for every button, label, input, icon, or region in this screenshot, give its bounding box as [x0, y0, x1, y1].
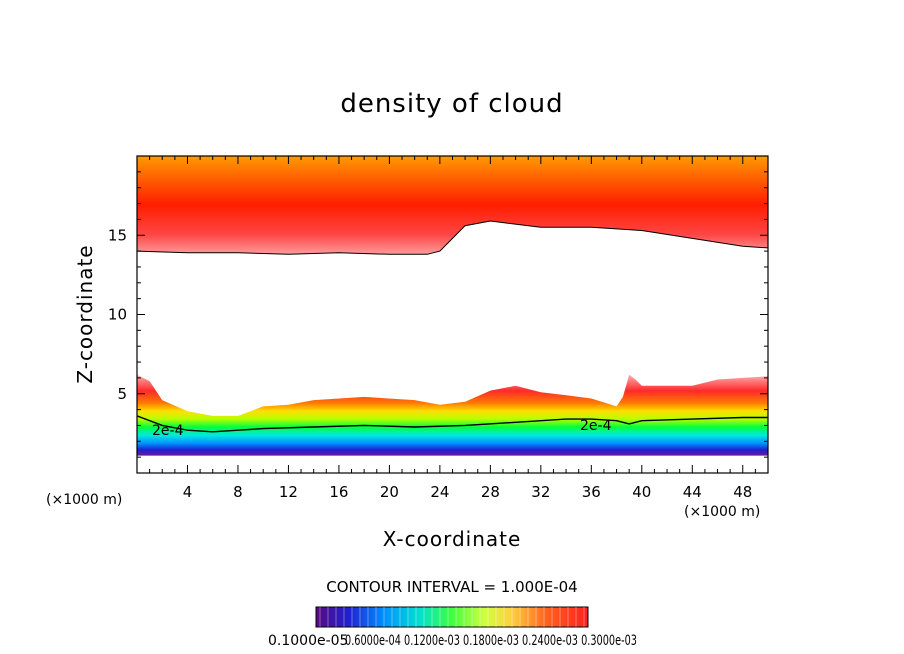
colorbar: [315, 606, 589, 628]
x-tick-label: 20: [380, 483, 399, 501]
upper-cloud-edge-contour: [137, 220, 768, 255]
x-tick-label: 4: [183, 483, 193, 501]
x-tick-label: 28: [481, 483, 500, 501]
x-axis-ticks: 4 8 12 16 20 24 28 32 36 40 44 48: [149, 156, 756, 501]
y-tick-label: 15: [108, 226, 127, 244]
y-tick-label: 5: [117, 385, 127, 403]
y-axis-label: Z-coordinate: [73, 244, 97, 383]
x-tick-label: 48: [733, 483, 752, 501]
x-tick-label: 24: [430, 483, 449, 501]
x-tick-label: 40: [632, 483, 651, 501]
x-axis-label: X-coordinate: [383, 527, 522, 551]
y-tick-label: 10: [108, 306, 127, 324]
lower-cloud-region: [137, 374, 768, 456]
x-tick-label: 16: [329, 483, 348, 501]
contour-label-right: 2e-4: [580, 418, 612, 434]
x-tick-label: 12: [279, 483, 298, 501]
x-tick-label: 8: [233, 483, 243, 501]
colorbar-tick-labels: 0.6000e-04 0.1200e-03 0.1800e-03 0.2400e…: [345, 633, 637, 649]
chart-title: density of cloud: [340, 89, 563, 119]
colorbar-stripes: [319, 607, 585, 627]
contour-2e-4-line: [137, 415, 768, 433]
x-tick-label: 36: [582, 483, 601, 501]
x-unit-right: (×1000 m): [684, 504, 760, 520]
contour-label-left: 2e-4: [152, 423, 184, 439]
x-tick-label: 32: [531, 483, 550, 501]
y-axis-ticks: 5 10 15: [108, 171, 768, 458]
plot-area: [137, 156, 768, 456]
colorbar-min-label: 0.1000e-05: [268, 633, 348, 649]
contour-interval: CONTOUR INTERVAL = 1.000E-04: [326, 578, 577, 596]
x-tick-label: 44: [683, 483, 702, 501]
upper-cloud-region: [137, 156, 768, 255]
x-unit-left: (×1000 m): [46, 492, 122, 508]
